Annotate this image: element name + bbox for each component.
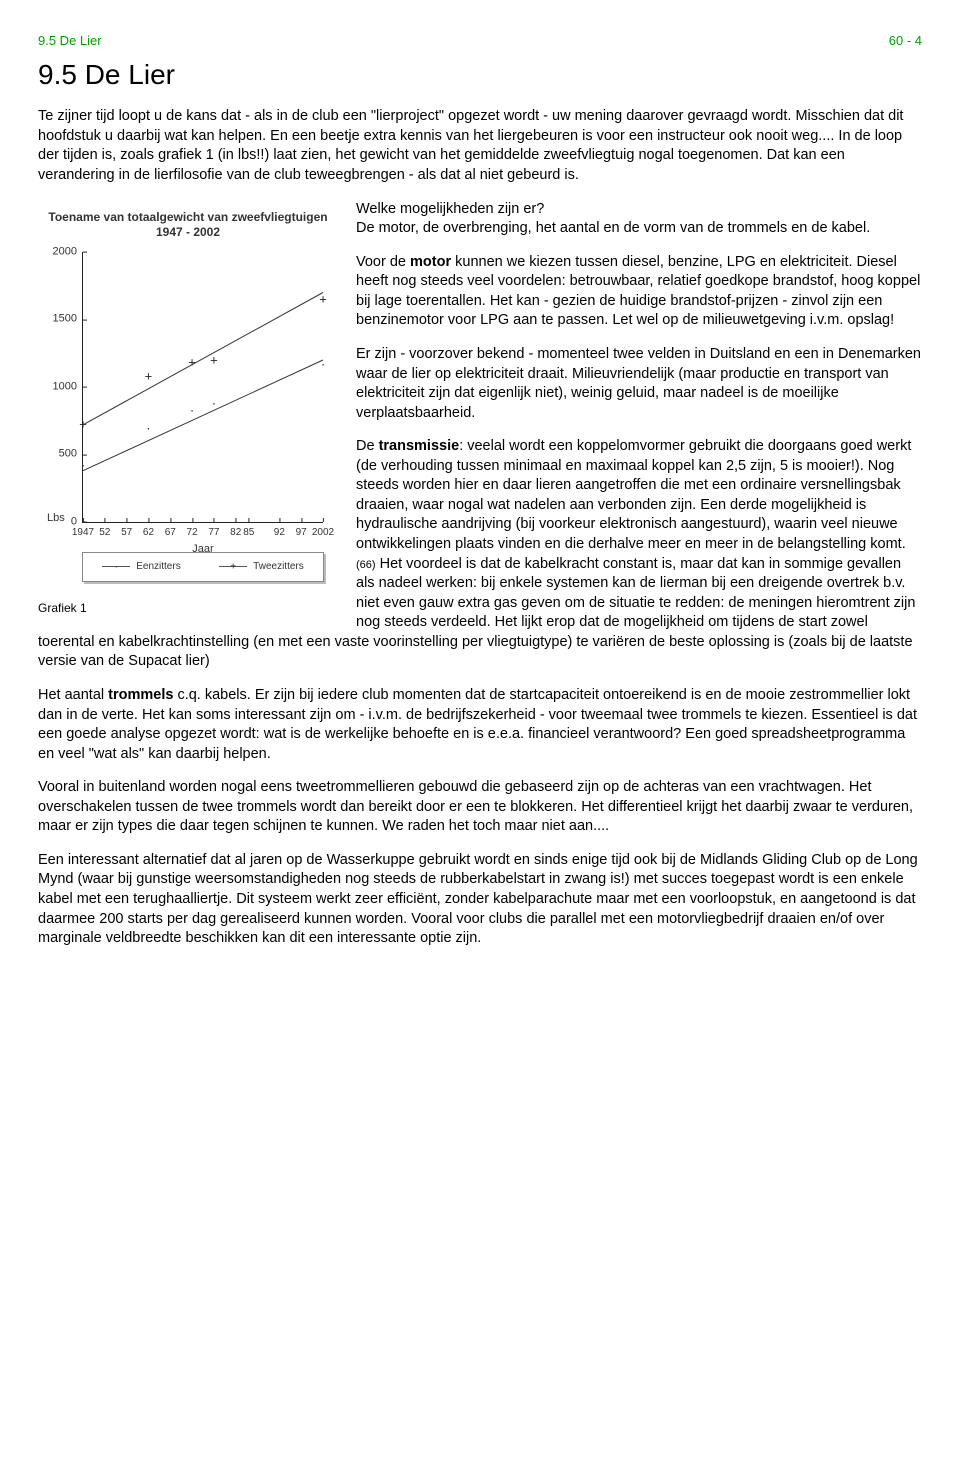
chart-legend: · Eenzitters + Tweezitters xyxy=(82,552,324,582)
chart-plot-area: Lbs Jaar 0500100015002000194752576267727… xyxy=(82,252,323,523)
page-title: 9.5 De Lier xyxy=(38,56,922,94)
legend-tweezitters: + Tweezitters xyxy=(219,560,304,574)
figure-caption: Grafiek 1 xyxy=(38,600,338,616)
chart-title: Toename van totaalgewicht van zweefvlieg… xyxy=(38,204,338,241)
legend-eenzitters: · Eenzitters xyxy=(102,560,180,574)
figure-1: Toename van totaalgewicht van zweefvlieg… xyxy=(38,204,338,616)
header-left: 9.5 De Lier xyxy=(38,32,102,50)
page-header: 9.5 De Lier 60 - 4 xyxy=(38,32,922,50)
chart-weight-increase: Toename van totaalgewicht van zweefvlieg… xyxy=(38,204,338,594)
paragraph-trommels: Het aantal trommels c.q. kabels. Er zijn… xyxy=(38,686,922,764)
chart-lines xyxy=(83,252,323,522)
paragraph-twin-drum: Vooral in buitenland worden nogal eens t… xyxy=(38,778,922,837)
header-right: 60 - 4 xyxy=(889,32,922,50)
paragraph-alternative: Een interessant alternatief dat al jaren… xyxy=(38,851,922,949)
intro-paragraph: Te zijner tijd loopt u de kans dat - als… xyxy=(38,107,922,185)
